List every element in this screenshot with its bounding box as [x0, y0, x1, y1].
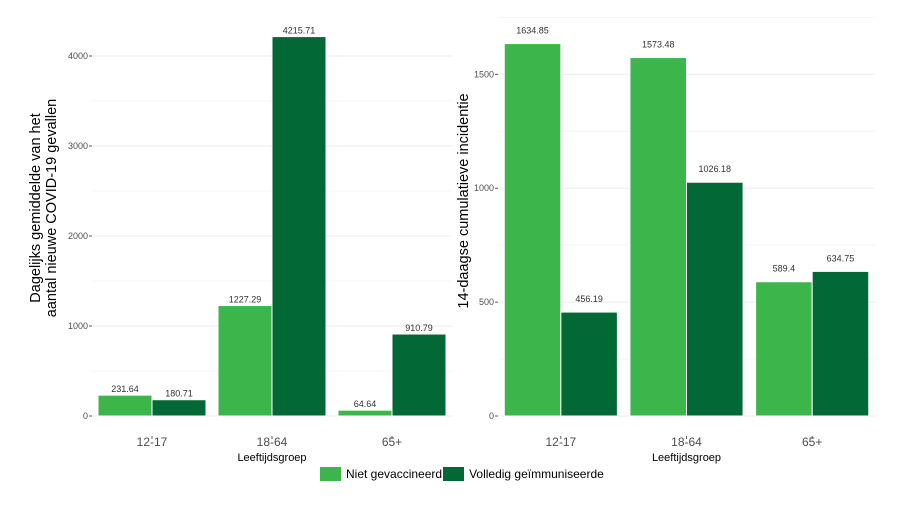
bar-volledig-65+	[811, 270, 870, 417]
data-label: 589.4	[773, 264, 796, 274]
x-tick-label: 12-17	[137, 435, 168, 449]
x-tick-label: 18-64	[257, 435, 288, 449]
bar-niet-gevaccineerd-12-17	[503, 43, 562, 417]
data-label: 1227.29	[229, 295, 262, 305]
bar-volledig-12-17	[560, 311, 618, 417]
data-label: 231.64	[111, 384, 139, 394]
data-label: 64.64	[354, 399, 377, 409]
legend-item-niet-gevaccineerd: Niet gevaccineerd	[320, 467, 442, 481]
bar-niet-gevaccineerd-18-64	[217, 305, 273, 417]
legend-label-volledig: Volledig geïmmuniseerde	[469, 467, 604, 481]
y-tick-label: 1500	[474, 69, 494, 79]
bar-niet-gevaccineerd-12-17	[97, 394, 153, 417]
data-label: 910.79	[405, 323, 433, 333]
x-tick-label: 65+	[802, 435, 822, 449]
bar-niet-gevaccineerd-18-64	[629, 57, 688, 417]
y-axis-title: aantal nieuwe COVID-19 gevallen	[44, 99, 60, 317]
y-tick-label: 4000	[68, 51, 88, 61]
x-tick-label: 18-64	[671, 435, 702, 449]
data-label: 1634.85	[516, 26, 549, 36]
y-tick-label: 1000	[68, 321, 88, 331]
x-axis-title: Leeftijdsgroep	[652, 452, 721, 464]
bar-volledig-18-64	[686, 181, 744, 417]
legend-swatch-volledig	[443, 467, 465, 481]
data-label: 180.71	[165, 389, 193, 399]
y-axis-title: Dagelijks gemiddelde van het	[28, 113, 44, 302]
legend-label-niet-gevaccineerd: Niet gevaccineerd	[346, 467, 443, 481]
right-chart-panel: 0 500 1000 1500 1634.85 456.19 12-17 1573.48 102…	[456, 16, 875, 464]
data-label: 456.19	[575, 294, 603, 304]
left-chart-panel: 0 1000 2000 3000 4000 231.64 180.71 12-17 1227.2…	[28, 26, 452, 464]
data-label: 634.75	[827, 253, 855, 263]
y-tick-label: 1000	[474, 183, 494, 193]
x-tick-label: 12-17	[545, 435, 576, 449]
y-tick-label: 2000	[68, 231, 88, 241]
y-tick-label: 0	[83, 411, 88, 421]
y-tick-label: 3000	[68, 141, 88, 151]
data-label: 1573.48	[642, 40, 675, 50]
x-axis-title: Leeftijdsgroep	[237, 452, 306, 464]
bar-niet-gevaccineerd-65+	[337, 409, 393, 417]
y-tick-label: 0	[489, 411, 494, 421]
x-tick-label: 65+	[382, 435, 402, 449]
y-axis-title: 14-daagse cumulatieve incidentie	[456, 93, 472, 308]
data-label: 4215.71	[283, 26, 316, 36]
bar-niet-gevaccineerd-65+	[755, 281, 813, 417]
legend: Niet gevaccineerd Volledig geïmmuniseerd…	[320, 467, 605, 481]
legend-item-volledig: Volledig geïmmuniseerde	[443, 467, 604, 481]
bar-volledig-65+	[391, 333, 447, 417]
bar-volledig-18-64	[271, 36, 327, 417]
data-label: 1026.18	[699, 164, 732, 174]
y-tick-label: 500	[479, 297, 494, 307]
bar-volledig-12-17	[151, 399, 207, 417]
legend-swatch-niet-gevaccineerd	[320, 467, 341, 481]
